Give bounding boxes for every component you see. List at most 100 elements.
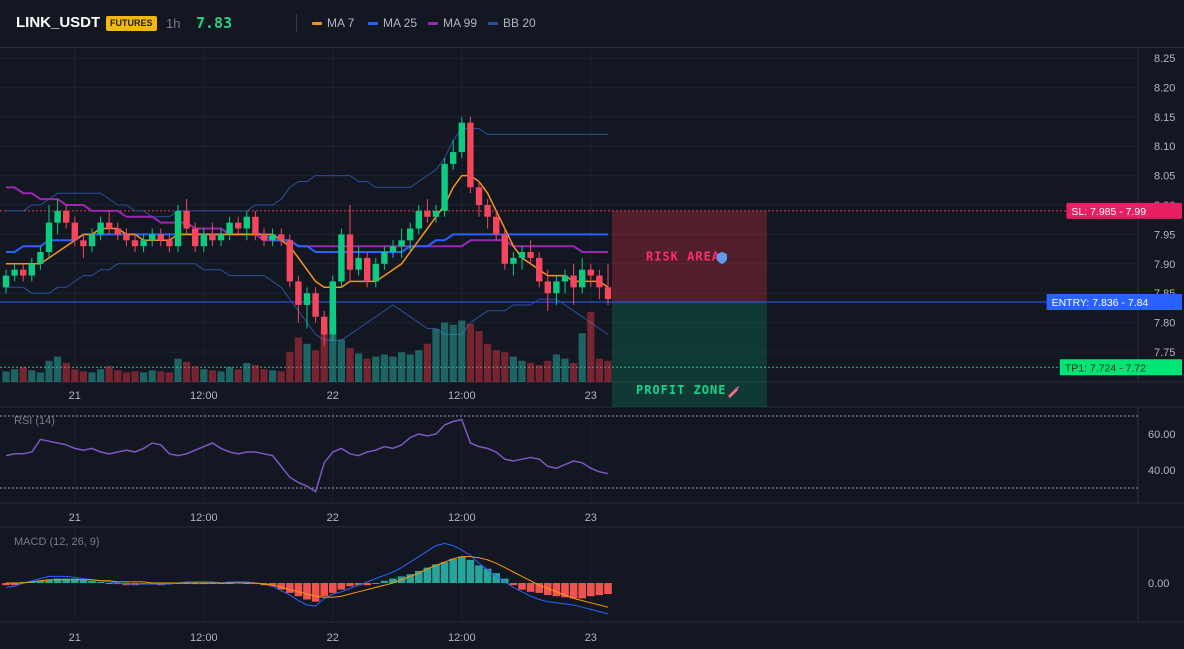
volume-bar — [269, 370, 277, 382]
candle — [364, 252, 371, 288]
volume-bar — [183, 361, 191, 382]
volume-bar — [226, 367, 234, 382]
candle-body — [303, 293, 311, 305]
candle — [338, 228, 345, 288]
candle-body — [278, 234, 285, 241]
candle-body — [561, 275, 569, 282]
candle-body — [544, 281, 551, 294]
macd-histogram-bar — [354, 583, 363, 586]
stop-loss-tag-bg — [1066, 202, 1182, 219]
candle-body — [579, 269, 586, 288]
timeframe-label[interactable]: 1h — [166, 16, 181, 31]
legend-bb20-label: BB 20 — [503, 16, 536, 30]
volume-bar — [286, 352, 294, 382]
volume-bar — [131, 371, 139, 382]
macd-histogram-bar — [311, 583, 320, 602]
candle-body — [11, 269, 18, 276]
candle — [20, 263, 27, 282]
volume-bar — [475, 331, 483, 382]
macd-histogram-bar — [10, 583, 19, 586]
volume-bar — [251, 365, 259, 382]
take-profit-tag-text: TP1: 7.724 - 7.72 — [1065, 362, 1146, 374]
macd-histogram-bar — [561, 583, 569, 598]
candle — [174, 205, 182, 253]
candle-body — [2, 275, 10, 288]
price-tick-label: 7.95 — [1154, 229, 1175, 241]
candle — [252, 210, 259, 241]
candle-body — [97, 222, 104, 235]
candle — [441, 157, 448, 217]
legend-ma99[interactable]: MA 99 — [428, 16, 477, 30]
entry-tag-bg — [1046, 294, 1182, 311]
macd-histogram-bar — [406, 574, 414, 583]
candle — [286, 234, 293, 288]
candle-body — [63, 210, 70, 223]
candle-body — [415, 210, 422, 229]
candle — [80, 234, 87, 258]
time-tick-label: 12:00 — [190, 390, 218, 402]
legend-bb20[interactable]: BB 20 — [488, 16, 536, 30]
candle — [28, 257, 35, 282]
macd-histogram-bar — [389, 578, 397, 583]
candle — [561, 269, 569, 294]
macd-histogram-bar — [492, 573, 500, 583]
time-tick-label: 23 — [585, 390, 597, 402]
legend-ma7[interactable]: MA 7 — [312, 16, 354, 30]
volume-bar — [501, 352, 509, 382]
volume-bar — [54, 356, 62, 382]
candle — [303, 287, 311, 329]
macd-histogram-bar — [148, 583, 156, 585]
candle — [192, 222, 199, 253]
candle-body — [321, 316, 328, 335]
legend-ma99-label: MA 99 — [443, 16, 478, 30]
macd-histogram-bar — [96, 581, 105, 583]
candle — [149, 228, 156, 247]
macd-histogram-bar — [501, 578, 509, 583]
candle-body — [329, 281, 336, 335]
volume-bar — [449, 324, 457, 382]
volume-bar — [544, 360, 552, 382]
volume-bar — [346, 348, 354, 382]
candle — [278, 228, 285, 247]
volume-bar — [114, 370, 122, 382]
candle-body — [226, 222, 233, 235]
candle — [63, 205, 70, 229]
price-tick-label: 8.20 — [1154, 82, 1175, 94]
macd-histogram-bar — [45, 579, 53, 583]
volume-bar — [535, 365, 543, 382]
candle-body — [269, 234, 276, 241]
candle — [123, 228, 130, 247]
candle-body — [604, 287, 612, 300]
candle-body — [71, 222, 78, 241]
symbol-name[interactable]: LINK_USDT — [16, 14, 101, 31]
candle — [355, 246, 362, 276]
candle — [106, 210, 113, 235]
candle-body — [28, 263, 35, 276]
candle — [45, 205, 53, 258]
profit-zone — [612, 302, 767, 407]
candle-body — [252, 216, 259, 235]
macd-histogram-bar — [535, 583, 543, 593]
volume-bar — [294, 337, 302, 382]
candle — [209, 222, 216, 247]
candle — [131, 234, 139, 253]
candle — [518, 246, 526, 270]
candle-body — [381, 252, 388, 264]
macd-histogram-bar — [114, 583, 122, 585]
candle-body — [131, 240, 139, 247]
candle — [553, 275, 560, 305]
macd-histogram-bar — [458, 556, 466, 583]
candle — [217, 228, 225, 247]
volume-bar — [36, 372, 44, 382]
price-tick-label: 8.10 — [1154, 141, 1175, 153]
legend-ma25[interactable]: MA 25 — [368, 16, 417, 30]
candle-body — [432, 210, 440, 217]
candle — [97, 216, 104, 241]
legend-ma7-label: MA 7 — [327, 16, 355, 30]
volume-bar — [552, 354, 560, 382]
volume-bar — [363, 358, 371, 382]
price-tick-label: 7.75 — [1154, 347, 1175, 359]
volume-bar — [518, 360, 526, 382]
volume-bar — [303, 343, 311, 382]
